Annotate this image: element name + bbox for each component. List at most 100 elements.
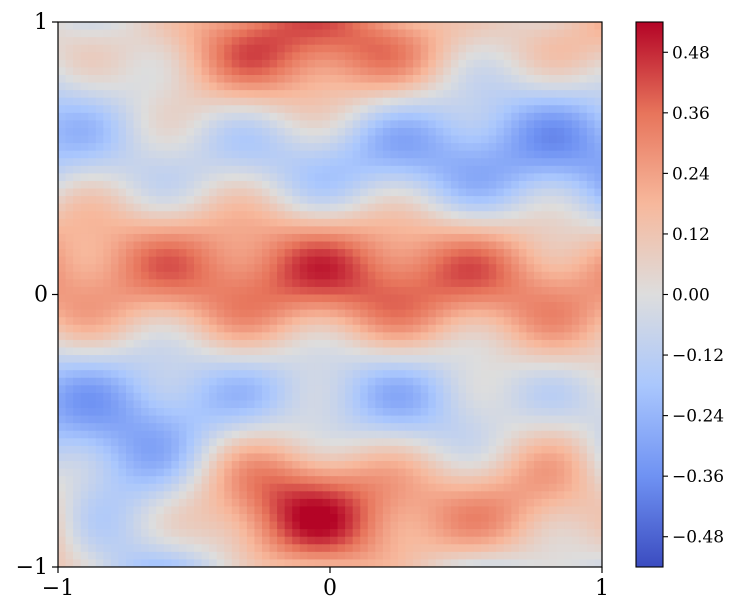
heatmap-cell (443, 29, 452, 38)
heatmap-cell (518, 218, 528, 227)
heatmap-cell (80, 29, 89, 38)
heatmap-cell (322, 165, 331, 174)
heatmap-cell (390, 256, 399, 265)
heatmap-cell (518, 173, 528, 182)
heatmap-cell (209, 44, 218, 53)
heatmap-cell (413, 97, 422, 106)
heatmap-cell (118, 29, 127, 38)
heatmap-cell (292, 173, 301, 182)
heatmap-cell (503, 521, 512, 530)
heatmap-cell (186, 218, 195, 227)
heatmap-cell (269, 165, 278, 174)
heatmap-cell (103, 536, 112, 545)
heatmap-cell (390, 453, 399, 462)
heatmap-cell (110, 498, 120, 508)
heatmap-cell (458, 339, 467, 349)
heatmap-cell (511, 445, 520, 455)
heatmap-cell (73, 211, 82, 220)
heatmap-cell (526, 158, 535, 167)
heatmap-cell (73, 165, 82, 174)
heatmap-cell (518, 536, 528, 545)
heatmap-cell (541, 408, 550, 417)
heatmap-cell (95, 74, 104, 84)
heatmap-cell (88, 286, 97, 296)
heatmap-cell (435, 506, 444, 515)
heatmap-cell (586, 165, 596, 174)
heatmap-cell (148, 135, 157, 144)
heatmap-cell (571, 158, 580, 167)
heatmap-cell (503, 423, 512, 432)
heatmap-cell (458, 498, 467, 508)
heatmap-cell (496, 44, 505, 53)
heatmap-cell (299, 408, 308, 417)
heatmap-cell (216, 506, 225, 515)
heatmap-cell (345, 362, 354, 371)
heatmap-cell (390, 415, 399, 424)
heatmap-cell (450, 430, 460, 439)
heatmap-cell (299, 453, 308, 462)
heatmap-cell (178, 22, 188, 31)
heatmap-cell (231, 491, 240, 500)
heatmap-cell (594, 233, 602, 243)
heatmap-cell (450, 203, 460, 212)
heatmap-cell (156, 415, 165, 424)
heatmap-cell (579, 362, 588, 371)
heatmap-cell (330, 514, 339, 523)
heatmap-cell (435, 256, 444, 265)
heatmap-cell (556, 249, 565, 258)
heatmap-cell (148, 279, 157, 288)
heatmap-cell (126, 483, 135, 492)
heatmap-cell (186, 271, 195, 280)
heatmap-cell (269, 302, 278, 311)
heatmap-cell (80, 180, 89, 190)
heatmap-cell (564, 105, 573, 114)
heatmap-cell (163, 430, 172, 439)
heatmap-cell (126, 218, 135, 227)
heatmap-cell (224, 22, 233, 31)
heatmap-cell (458, 521, 467, 530)
heatmap-cell (571, 44, 580, 53)
heatmap-cell (110, 249, 120, 258)
heatmap-cell (518, 286, 528, 296)
heatmap-cell (163, 203, 172, 212)
heatmap-cell (88, 180, 97, 190)
heatmap-cell (209, 112, 218, 121)
heatmap-cell (352, 355, 361, 364)
heatmap-cell (269, 211, 278, 220)
heatmap-cell (556, 423, 565, 432)
heatmap-cell (473, 514, 482, 523)
heatmap-cell (473, 332, 482, 341)
heatmap-cell (564, 506, 573, 515)
heatmap-cell (292, 180, 301, 190)
heatmap-cell (534, 400, 543, 409)
heatmap-cell (216, 294, 225, 303)
heatmap-cell (564, 241, 573, 250)
heatmap-cell (156, 249, 165, 258)
heatmap-cell (73, 158, 82, 167)
heatmap-cell (314, 211, 324, 220)
heatmap-cell (594, 514, 602, 523)
heatmap-cell (95, 67, 104, 76)
heatmap-cell (178, 377, 188, 386)
heatmap-cell (73, 483, 82, 492)
heatmap-cell (148, 400, 157, 409)
heatmap-cell (239, 483, 248, 492)
heatmap-cell (390, 438, 399, 447)
heatmap-cell (488, 135, 497, 144)
heatmap-cell (171, 233, 180, 243)
heatmap-cell (201, 112, 210, 121)
heatmap-cell (428, 294, 437, 303)
heatmap-cell (367, 445, 376, 455)
heatmap-cell (148, 529, 157, 538)
heatmap-cell (292, 143, 301, 152)
heatmap-cell (163, 544, 172, 553)
heatmap-cell (360, 165, 369, 174)
heatmap-cell (95, 453, 104, 462)
heatmap-cell (443, 22, 452, 31)
heatmap-cell (594, 218, 602, 227)
heatmap-cell (549, 74, 558, 84)
heatmap-cell (118, 392, 127, 402)
heatmap-cell (382, 264, 392, 273)
heatmap-cell (367, 165, 376, 174)
heatmap-cell (556, 468, 565, 477)
